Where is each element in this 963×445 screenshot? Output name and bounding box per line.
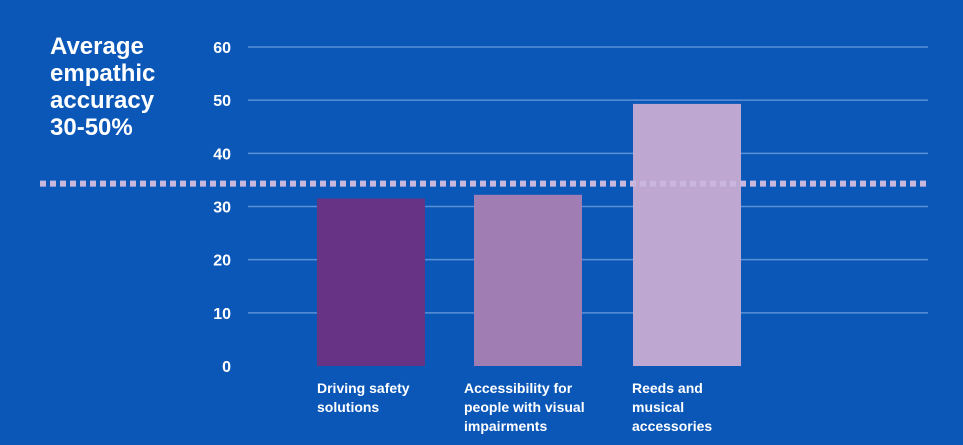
y-tick-label: 50 [213, 93, 231, 110]
y-tick-label: 30 [213, 200, 231, 217]
x-tick-label-driving-safety: Driving safety solutions [317, 379, 410, 417]
x-tick-label-reeds: Reeds and musical accessories [632, 379, 712, 436]
y-axis-ticks: 0 10 20 30 40 50 60 [213, 40, 231, 376]
y-tick-label: 10 [213, 306, 231, 323]
reference-annotation: Average empathic accuracy 30-50% [50, 33, 220, 141]
y-tick-label: 20 [213, 253, 231, 270]
x-tick-label-line: musical [632, 399, 685, 415]
bars [317, 103, 741, 366]
x-tick-label-line: Accessibility for [464, 380, 573, 396]
reference-annotation-line-3: accuracy [50, 87, 155, 114]
x-tick-label-line: people with visual [464, 399, 585, 415]
x-tick-label-accessibility: Accessibility for people with visual imp… [464, 379, 585, 436]
reference-annotation-line-1: Average [50, 33, 144, 60]
x-tick-label-line: impairments [464, 418, 548, 434]
y-tick-label: 0 [222, 359, 231, 376]
reference-annotation-line-4: 30-50% [50, 114, 133, 141]
bar-3 [633, 103, 741, 366]
x-tick-label-line: solutions [317, 399, 380, 415]
x-tick-label-line: Driving safety [317, 380, 410, 396]
y-tick-label: 40 [213, 146, 231, 163]
x-tick-label-line: Reeds and [632, 380, 703, 396]
bar-2 [474, 194, 582, 366]
reference-annotation-line-2: empathic [50, 60, 156, 87]
bar-1 [317, 198, 425, 366]
x-tick-label-line: accessories [632, 418, 713, 434]
y-tick-label: 60 [213, 40, 231, 57]
